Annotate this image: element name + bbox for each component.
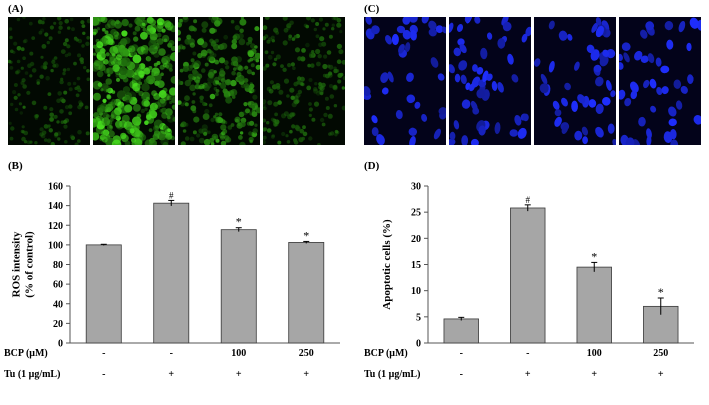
chart-d-y-tick-label: 10 (411, 286, 421, 297)
chart-b-significance-mark: * (236, 215, 242, 229)
chart-b-y-tick-label: 160 (48, 182, 63, 193)
chart-b-y-tick-label: 40 (53, 299, 63, 310)
chart-d-significance-mark: * (658, 285, 664, 299)
chart-d-significance-mark: # (526, 195, 531, 205)
chart-b-treatment-value: - (102, 369, 105, 380)
chart-b-y-tick-label: 80 (53, 260, 63, 271)
chart-b-y-tick-label: 60 (53, 280, 63, 291)
chart-d-y-tick-label: 20 (411, 234, 421, 245)
ros-micrograph-3 (178, 17, 260, 145)
dapi-image-4 (619, 17, 701, 145)
chart-b-bar (85, 244, 122, 344)
chart-b-treatment-label: Tu (1 μg/mL) (4, 369, 60, 380)
dapi-image-2 (449, 17, 531, 145)
chart-d-bar (443, 318, 479, 344)
chart-b-treatment-label: BCP (μM) (4, 348, 48, 359)
chart-b-treatment-value: 250 (299, 348, 314, 359)
ros-micrograph-1 (8, 17, 90, 145)
ros-image-1 (8, 17, 90, 145)
chart-b-y-tick-label: 120 (48, 221, 63, 232)
dapi-micrograph-4 (619, 17, 701, 145)
chart-b-treatment-value: - (170, 348, 173, 359)
chart-b-bar (153, 202, 190, 344)
chart-b-bar (288, 242, 325, 344)
dapi-micrograph-3 (534, 17, 616, 145)
chart-d-treatment-label: Tu (1 μg/mL) (364, 369, 420, 380)
chart-b-significance-mark: # (169, 190, 174, 200)
chart-d-treatment-label: BCP (μM) (364, 348, 408, 359)
chart-d-significance-mark: * (591, 249, 597, 263)
ros-image-4 (263, 17, 345, 145)
panel-label-b: (B) (8, 160, 23, 172)
chart-d-y-tick-label: 15 (411, 260, 421, 271)
panel-label-a: (A) (8, 3, 24, 15)
dapi-micrograph-1 (364, 17, 446, 145)
chart-d-bar (510, 207, 546, 344)
chart-d-treatment-value: + (525, 369, 531, 380)
dapi-micrograph-2 (449, 17, 531, 145)
chart-d-y-tick-label: 0 (416, 339, 421, 350)
chart-b-treatment-value: 100 (231, 348, 246, 359)
chart-d-treatment-value: 250 (653, 348, 668, 359)
chart-b-y-axis-label: (% of control) (24, 231, 36, 298)
chart-b-y-tick-label: 20 (53, 319, 63, 330)
chart-d-y-tick-label: 25 (411, 208, 421, 219)
chart-b-treatment-value: + (236, 369, 242, 380)
dapi-image-1 (364, 17, 446, 145)
chart-d-treatment-value: 100 (587, 348, 602, 359)
ros-image-2 (93, 17, 175, 145)
panel-label-c: (C) (364, 3, 380, 15)
ros-image-3 (178, 17, 260, 145)
chart-b-treatment-value: + (303, 369, 309, 380)
chart-b-bar (220, 229, 257, 344)
chart-b-y-tick-label: 0 (58, 339, 63, 350)
chart-d-treatment-value: + (591, 369, 597, 380)
chart-b-treatment-value: - (102, 348, 105, 359)
chart-b-treatment-value: + (168, 369, 174, 380)
dapi-image-3 (534, 17, 616, 145)
chart-d-treatment-value: + (658, 369, 664, 380)
chart-d-treatment-value: - (526, 348, 529, 359)
chart-b-y-tick-label: 140 (48, 201, 63, 212)
chart-apoptotic-cells: 0 5 10 15 20 25 30 Apoptotic cells (%) # * * BCP (μ… (364, 182, 694, 380)
chart-d-treatment-value: - (460, 348, 463, 359)
chart-b-significance-mark: * (303, 228, 309, 242)
chart-ros-intensity: 0 20 40 60 80 100 120 140 160 ROS intensity (% of … (4, 182, 340, 380)
chart-d-treatment-value: - (460, 369, 463, 380)
chart-b-y-axis-label: ROS intensity (11, 231, 23, 297)
ros-micrograph-2 (93, 17, 175, 145)
panel-label-d: (D) (364, 160, 380, 172)
chart-d-y-tick-label: 5 (416, 312, 421, 323)
chart-b-y-tick-label: 100 (48, 240, 63, 251)
ros-micrograph-4 (263, 17, 345, 145)
chart-d-y-tick-label: 30 (411, 182, 421, 193)
chart-d-bar (576, 266, 612, 344)
chart-d-y-axis-label: Apoptotic cells (%) (381, 219, 393, 310)
